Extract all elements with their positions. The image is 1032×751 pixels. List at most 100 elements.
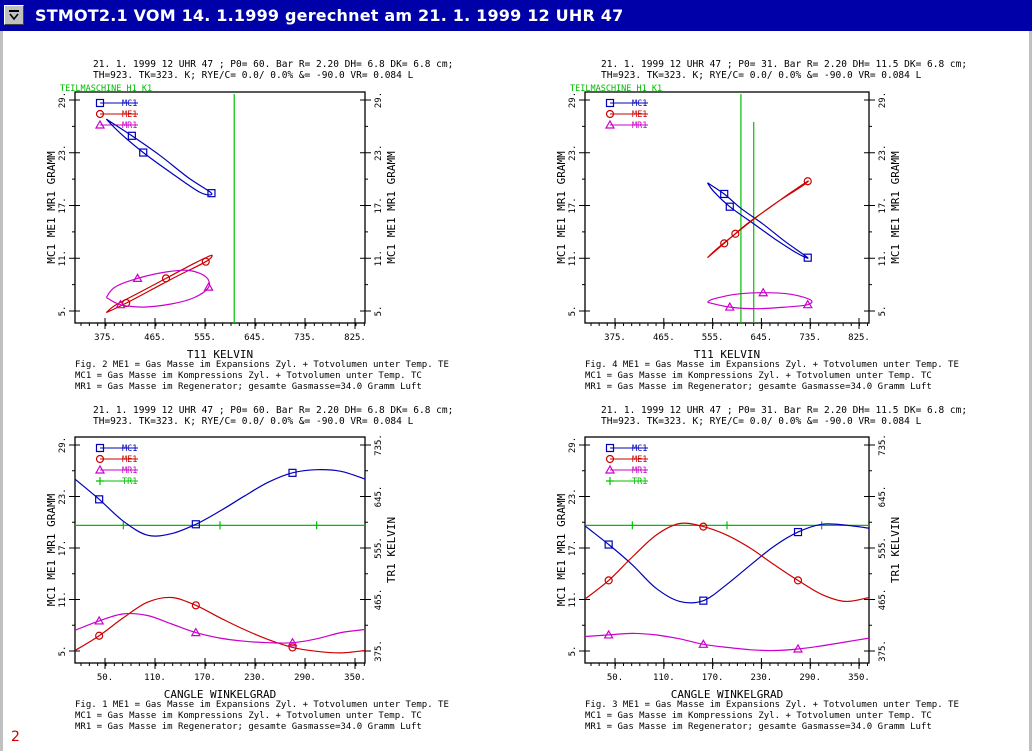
marker-TR1 <box>312 521 321 530</box>
figure-caption-line: Fig. 4 ME1 = Gas Masse im Expansions Zyl… <box>585 360 959 370</box>
marker-TR1 <box>216 521 224 530</box>
plot-area <box>585 521 869 653</box>
series-MR1 <box>707 292 813 310</box>
chart-header-line: 21. 1. 1999 12 UHR 47 ; P0= 31. Bar R= 2… <box>601 405 967 416</box>
legend-label-MR1: MR1 <box>632 121 647 131</box>
axes-frame <box>74 91 366 324</box>
y-tick-label-right: 23. <box>374 145 384 161</box>
y-tick-label-right: 29. <box>374 92 384 108</box>
x-tick-label: 230. <box>751 673 773 683</box>
marker-TR1 <box>628 521 637 530</box>
legend-label-MR1: MR1 <box>632 466 647 476</box>
plot-area <box>75 468 365 654</box>
chart-header-line: 21. 1. 1999 12 UHR 47 ; P0= 60. Bar R= 2… <box>93 405 453 416</box>
marker-MC1 <box>288 468 297 477</box>
x-tick-label: 375. <box>604 333 626 343</box>
legend-marker-MC1 <box>605 443 615 453</box>
figure-caption-line: Fig. 3 ME1 = Gas Masse im Expansions Zyl… <box>585 700 959 710</box>
marker-MC1 <box>207 189 216 198</box>
chart-header-line: 21. 1. 1999 12 UHR 47 ; P0= 60. Bar R= 2… <box>93 59 453 70</box>
y-tick-label-right: 735. <box>878 434 888 456</box>
system-menu-button[interactable] <box>4 5 24 25</box>
marker-MC1 <box>725 202 734 211</box>
legend-marker-TR1 <box>606 477 614 485</box>
x-tick-label: 170. <box>194 673 216 683</box>
y-axis-label-right: TR1 KELVIN <box>889 517 902 583</box>
legend-label-MR1: MR1 <box>122 466 137 476</box>
series-MC1 <box>75 469 365 537</box>
series-ME1 <box>75 596 365 654</box>
series-MC1 <box>706 182 809 259</box>
marker-MC1 <box>139 148 148 157</box>
y-tick-label-right: 23. <box>878 145 888 161</box>
y-tick-label-right: 645. <box>374 486 384 508</box>
y-axis-label-left: MC1 ME1 MR1 GRAMM <box>555 151 568 264</box>
y-tick-label-right: 465. <box>374 589 384 611</box>
legend-marker-MR1 <box>94 464 106 474</box>
marker-ME1 <box>161 274 171 283</box>
marker-MC1 <box>720 189 729 199</box>
marker-MR1 <box>203 281 214 291</box>
y-tick-label-left: 11. <box>568 591 578 607</box>
marker-MR1 <box>802 299 813 309</box>
legend-marker-ME1 <box>95 454 105 464</box>
marker-ME1 <box>191 601 200 610</box>
y-axis-label-left: MC1 ME1 MR1 GRAMM <box>45 151 58 264</box>
y-axis-label-left: MC1 ME1 MR1 GRAMM <box>45 493 58 606</box>
system-menu-icon <box>9 10 19 21</box>
y-tick-label-right: 375. <box>878 640 888 662</box>
y-axis-label-right: MC1 ME1 MR1 GRAMM <box>385 151 398 264</box>
chart-header-line: 21. 1. 1999 12 UHR 47 ; P0= 31. Bar R= 2… <box>601 59 967 70</box>
series-MC1 <box>105 118 213 196</box>
y-tick-label-left: 5. <box>568 306 578 317</box>
y-tick-label-left: 11. <box>568 250 578 266</box>
x-tick-label: 375. <box>94 333 116 343</box>
title-bar[interactable]: STMOT2.1 VOM 14. 1.1999 gerechnet am 21.… <box>0 0 1032 31</box>
figure-caption-line: Fig. 2 ME1 = Gas Masse im Expansions Zyl… <box>75 360 449 370</box>
x-tick-label: 555. <box>194 333 216 343</box>
y-tick-label-left: 17. <box>58 197 68 213</box>
marker-ME1 <box>201 257 210 266</box>
x-tick-label: 50. <box>97 673 113 683</box>
marker-MR1 <box>603 629 614 639</box>
y-tick-label-left: 5. <box>568 646 578 657</box>
axes-frame <box>584 91 870 324</box>
marker-MR1 <box>132 273 143 282</box>
marker-MC1 <box>127 131 136 140</box>
x-axis-label: CANGLE WINKELGRAD <box>164 688 277 701</box>
chart-fig1: 21. 1. 1999 12 UHR 47 ; P0= 60. Bar R= 2… <box>45 405 453 732</box>
legend-marker-MC1 <box>95 443 105 453</box>
figure-caption-line: Fig. 1 ME1 = Gas Masse im Expansions Zyl… <box>75 700 449 710</box>
figure-caption-line: MC1 = Gas Masse im Kompressions Zyl. + T… <box>585 371 932 381</box>
y-tick-label-right: 375. <box>374 640 384 662</box>
x-tick-label: 290. <box>294 673 316 683</box>
series-MC1 <box>585 523 869 604</box>
page-number: 2 <box>11 729 20 745</box>
x-axis-label: CANGLE WINKELGRAD <box>671 688 784 701</box>
legend-marker-MR1 <box>94 119 106 129</box>
legend-label-ME1: ME1 <box>632 110 647 120</box>
marker-MR1 <box>758 287 769 297</box>
x-tick-label: 50. <box>607 673 623 683</box>
chart-header-line: TH=923. TK=323. K; RYE/C= 0.0/ 0.0% &= -… <box>93 70 414 81</box>
legend-marker-MR1 <box>604 464 616 474</box>
figure-caption-line: MR1 = Gas Masse im Regenerator; gesamte … <box>585 722 932 732</box>
axes-frame <box>74 436 366 664</box>
x-tick-label: 350. <box>344 673 366 683</box>
x-tick-label: 110. <box>144 673 166 683</box>
marker-MR1 <box>115 299 126 309</box>
series-ME1 <box>585 522 869 603</box>
marker-MR1 <box>94 615 105 625</box>
y-axis-label-right: MC1 ME1 MR1 GRAMM <box>889 151 902 264</box>
x-tick-label: 465. <box>653 333 675 343</box>
x-tick-label: 645. <box>244 333 266 343</box>
legend-label-MC1: MC1 <box>632 99 647 109</box>
figure-caption-line: MR1 = Gas Masse im Regenerator; gesamte … <box>75 722 422 732</box>
marker-MC1 <box>191 520 200 529</box>
legend-marker-ME1 <box>605 454 615 464</box>
marker-MR1 <box>724 301 735 311</box>
y-tick-label-right: 17. <box>878 197 888 213</box>
marker-MC1 <box>699 596 708 605</box>
y-tick-label-right: 11. <box>878 250 888 266</box>
